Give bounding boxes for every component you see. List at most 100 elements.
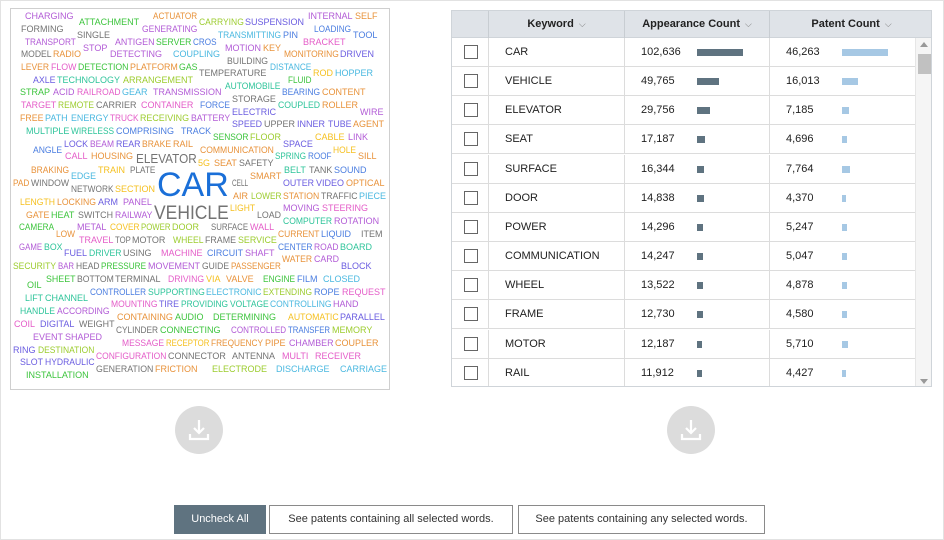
cloud-word[interactable]: RAIL xyxy=(173,140,193,149)
cloud-word[interactable]: VOLTAGE xyxy=(230,300,269,309)
cloud-word[interactable]: BUILDING xyxy=(227,57,268,66)
cloud-word[interactable]: AUTOMATIC xyxy=(288,313,339,322)
cloud-word[interactable]: CENTER xyxy=(278,243,312,252)
cloud-word[interactable]: RAILWAY xyxy=(115,211,152,220)
cloud-word[interactable]: DISTANCE xyxy=(270,63,311,72)
cloud-word[interactable]: BRAKE xyxy=(142,140,171,149)
cloud-word[interactable]: TOOL xyxy=(353,31,377,40)
cloud-word[interactable]: MOVEMENT xyxy=(148,262,200,271)
cloud-word[interactable]: PARALLEL xyxy=(340,313,385,322)
cloud-word[interactable]: LEVER xyxy=(21,63,49,72)
row-checkbox[interactable] xyxy=(464,132,478,146)
cloud-word[interactable]: FUEL xyxy=(64,249,87,258)
cloud-word[interactable]: RADIO xyxy=(53,50,81,59)
cloud-word[interactable]: PIN xyxy=(283,31,298,40)
cloud-word[interactable]: LIGHT xyxy=(230,204,255,213)
uncheck-all-button[interactable]: Uncheck All xyxy=(174,505,266,534)
cloud-word[interactable]: CIRCUIT xyxy=(207,249,243,258)
cloud-word[interactable]: PLATE xyxy=(130,166,155,175)
cloud-word[interactable]: SPACE xyxy=(283,140,313,149)
cloud-word[interactable]: FILM xyxy=(297,275,318,284)
cloud-word[interactable]: CONTROLLER xyxy=(90,288,146,297)
cloud-word[interactable]: COUPLED xyxy=(278,101,320,110)
cloud-word[interactable]: DRIVING xyxy=(168,275,204,284)
row-checkbox[interactable] xyxy=(464,45,478,59)
cloud-word[interactable]: PANEL xyxy=(123,198,152,207)
cloud-word[interactable]: SMART xyxy=(250,172,281,181)
cloud-word[interactable]: CONNECTING xyxy=(160,326,221,335)
cloud-word[interactable]: HOUSING xyxy=(91,152,133,161)
cloud-word[interactable]: ATTACHMENT xyxy=(79,18,139,27)
cloud-word[interactable]: SLOT xyxy=(20,358,43,367)
cloud-word[interactable]: STRAP xyxy=(20,88,50,97)
cloud-word[interactable]: SHAFT xyxy=(245,249,275,258)
download-table-button[interactable] xyxy=(667,406,715,454)
cloud-word[interactable]: WIRELESS xyxy=(71,127,114,136)
cloud-word[interactable]: ANTIGEN xyxy=(115,38,155,47)
cloud-word[interactable]: CHARGING xyxy=(25,12,74,21)
cloud-word[interactable]: CROS xyxy=(193,38,217,47)
cloud-word[interactable]: CONTAINING xyxy=(117,313,173,322)
cloud-word[interactable]: SURFACE xyxy=(211,223,248,232)
cloud-word[interactable]: COIL xyxy=(14,320,35,329)
row-checkbox[interactable] xyxy=(464,337,478,351)
cloud-word[interactable]: HAND xyxy=(333,300,359,309)
cloud-word[interactable]: SOUND xyxy=(334,166,367,175)
cloud-word[interactable]: DIGITAL xyxy=(40,320,74,329)
cloud-word[interactable]: FREE xyxy=(20,114,44,123)
cloud-word[interactable]: LOW xyxy=(56,230,75,239)
cloud-word[interactable]: SUSPENSION xyxy=(245,18,304,27)
cloud-word[interactable]: CHANNEL xyxy=(45,294,88,303)
cloud-word[interactable]: DETECTION xyxy=(78,63,129,72)
cloud-word[interactable]: ROAD xyxy=(314,243,339,252)
cloud-word[interactable]: MOVING xyxy=(283,204,320,213)
cloud-word[interactable]: SHAPED xyxy=(65,333,102,342)
cloud-word[interactable]: TARGET xyxy=(21,101,56,110)
cloud-word[interactable]: DISCHARGE xyxy=(276,365,330,374)
cloud-word[interactable]: FRAME xyxy=(205,236,236,245)
cloud-word[interactable]: TRACK xyxy=(181,127,211,136)
cloud-word[interactable]: ELECTRODE xyxy=(212,365,267,374)
cloud-word[interactable]: SERVICE xyxy=(238,236,277,245)
cloud-word[interactable]: TANK xyxy=(309,166,332,175)
cloud-word[interactable]: AGENT xyxy=(353,120,384,129)
cloud-word[interactable]: AIR xyxy=(233,192,248,201)
cloud-word[interactable]: LOAD xyxy=(257,211,281,220)
cloud-word[interactable]: OUTER xyxy=(283,179,314,188)
cloud-word[interactable]: BOX xyxy=(44,243,63,252)
cloud-word[interactable]: SECURITY xyxy=(13,262,56,271)
cloud-word[interactable]: PATH xyxy=(45,114,68,123)
scroll-down-icon[interactable] xyxy=(920,379,928,384)
cloud-word[interactable]: PASSENGER xyxy=(231,262,281,271)
row-checkbox[interactable] xyxy=(464,162,478,176)
scroll-up-icon[interactable] xyxy=(920,42,928,47)
scrollbar[interactable] xyxy=(915,38,932,387)
cloud-word[interactable]: COMPUTER xyxy=(283,217,332,226)
cloud-word[interactable]: REAR xyxy=(116,140,141,149)
cloud-word[interactable]: UPPER xyxy=(264,120,295,129)
cloud-word[interactable]: SUPPORTING xyxy=(148,288,205,297)
cloud-word[interactable]: HOLE xyxy=(333,146,356,155)
cloud-word[interactable]: REMOTE xyxy=(58,101,94,110)
cloud-word[interactable]: OPTICAL xyxy=(346,179,385,188)
cloud-word[interactable]: KEY xyxy=(263,44,281,53)
cloud-word[interactable]: SENSOR xyxy=(213,133,249,142)
cloud-word[interactable]: COUPLER xyxy=(335,339,379,348)
cloud-word[interactable]: CARD xyxy=(314,255,339,264)
cloud-word[interactable]: GATE xyxy=(26,211,49,220)
cloud-word[interactable]: CONTROLLED xyxy=(231,326,286,335)
cloud-word[interactable]: COMPRISING xyxy=(116,127,174,136)
row-checkbox[interactable] xyxy=(464,191,478,205)
cloud-word[interactable]: ELEVATOR xyxy=(136,152,197,165)
cloud-word[interactable]: GUIDE xyxy=(202,262,229,271)
cloud-word[interactable]: RAILROAD xyxy=(77,88,121,97)
cloud-word[interactable]: LINK xyxy=(348,133,368,142)
cloud-word[interactable]: VEHICLE xyxy=(154,204,229,223)
cloud-word[interactable]: PIECE xyxy=(359,192,386,201)
cloud-word[interactable]: CABLE xyxy=(315,133,345,142)
cloud-word[interactable]: MULTI xyxy=(282,352,308,361)
cloud-word[interactable]: RECEPTOR xyxy=(166,339,209,348)
cloud-word[interactable]: BEARING xyxy=(282,88,320,97)
cloud-word[interactable]: INSTALLATION xyxy=(26,371,89,380)
cloud-word[interactable]: VALVE xyxy=(226,275,254,284)
